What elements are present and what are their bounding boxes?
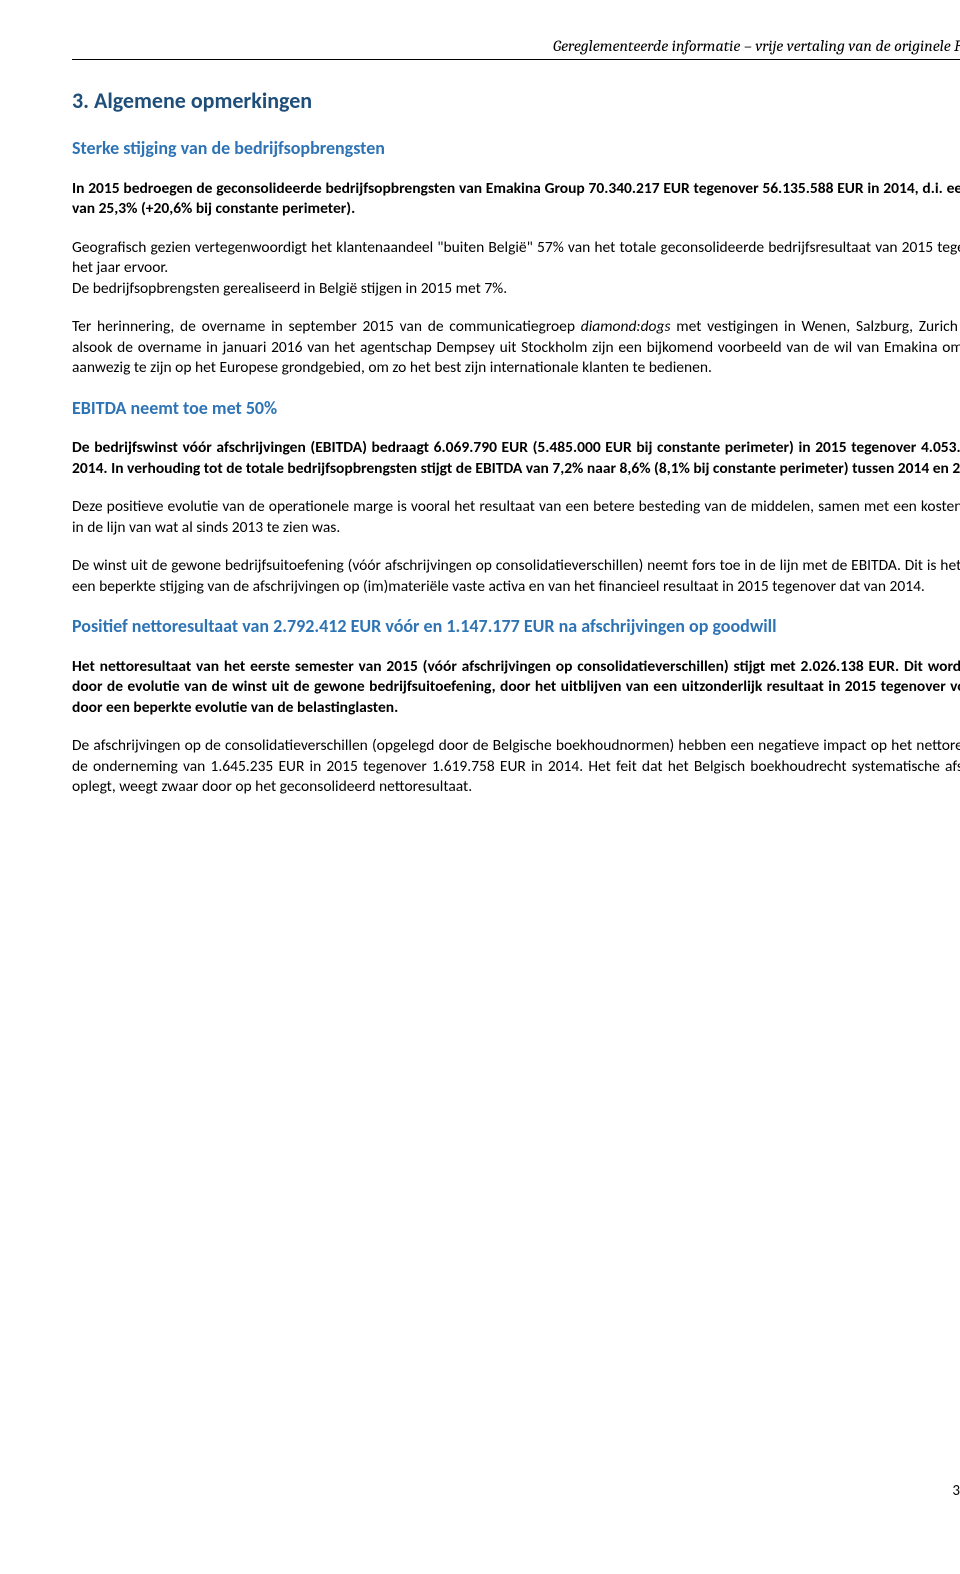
text-geo-split: Geografisch gezien vertegenwoordigt het … <box>72 238 960 277</box>
paragraph-goodwill-amortization: De afschrijvingen op de consolidatievers… <box>72 736 960 797</box>
text-diamond-dogs: diamond:dogs <box>581 317 671 336</box>
subheading-ebitda: EBITDA neemt toe met 50% <box>72 397 960 421</box>
paragraph-margin-evolution: Deze positieve evolutie van de operation… <box>72 497 960 538</box>
text-acq-a: Ter herinnering, de overname in septembe… <box>72 317 581 336</box>
paragraph-operating-profit: De winst uit de gewone bedrijfsuitoefeni… <box>72 556 960 597</box>
section-title: 3. Algemene opmerkingen <box>72 86 960 115</box>
paragraph-revenue-figures: In 2015 bedroegen de geconsolideerde bed… <box>72 179 960 220</box>
subheading-revenue-growth: Sterke stijging van de bedrijfsopbrengst… <box>72 137 960 161</box>
page-number: 3 <box>952 1482 960 1502</box>
paragraph-geographic-split: Geografisch gezien vertegenwoordigt het … <box>72 238 960 299</box>
subheading-net-result: Positief nettoresultaat van 2.792.412 EU… <box>72 615 960 639</box>
paragraph-net-result-figures: Het nettoresultaat van het eerste semest… <box>72 657 960 718</box>
paragraph-ebitda-figures: De bedrijfswinst vóór afschrijvingen (EB… <box>72 438 960 479</box>
paragraph-acquisitions: Ter herinnering, de overname in septembe… <box>72 317 960 378</box>
text-belgium-growth: De bedrijfsopbrengsten gerealiseerd in B… <box>72 279 507 298</box>
header-regulated-info: Gereglementeerde informatie – vrije vert… <box>72 36 960 60</box>
